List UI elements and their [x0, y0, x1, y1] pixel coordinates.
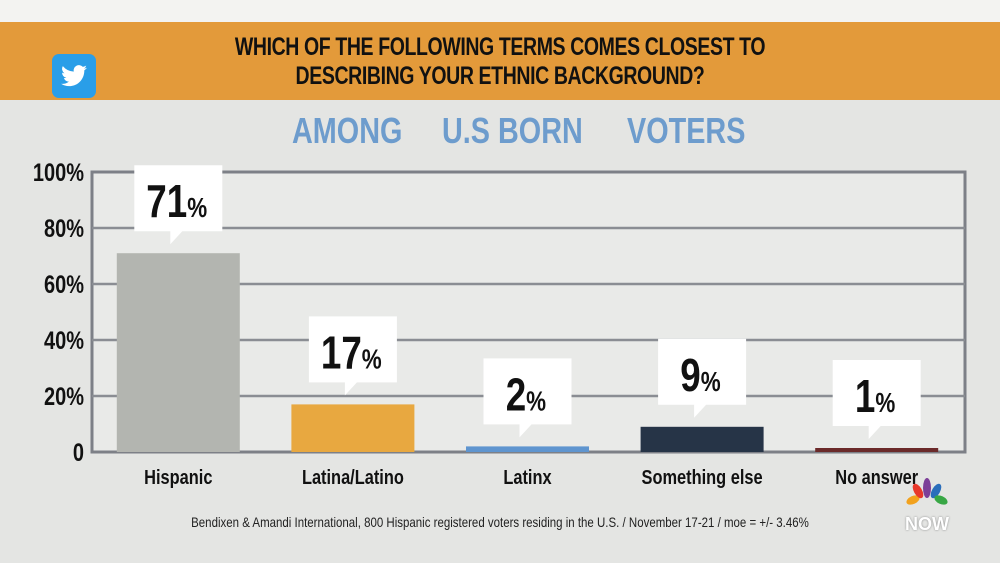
- data-label-callout: [134, 165, 223, 245]
- title-banner: [0, 22, 1000, 100]
- title-line-1: WHICH OF THE FOLLOWING TERMS COMES CLOSE…: [234, 33, 766, 61]
- y-tick-label: 80%: [44, 215, 84, 243]
- percent-sign: %: [875, 388, 895, 419]
- x-tick-label: Latinx: [503, 465, 552, 488]
- bar-hispanic: [116, 253, 240, 452]
- data-label-callout: [308, 316, 397, 396]
- data-label-callout: [483, 358, 572, 438]
- y-tick-label: 100%: [33, 159, 84, 187]
- y-tick-label: 60%: [44, 271, 84, 299]
- chart-title: WHICH OF THE FOLLOWING TERMS COMES CLOSE…: [110, 33, 890, 91]
- subtitle-word-3: VOTERS: [627, 110, 746, 151]
- data-label: 1%: [855, 370, 895, 422]
- subtitle-word-2: U.S BORN: [442, 110, 583, 151]
- bar-latina-latino: [291, 404, 415, 452]
- data-label: 2%: [506, 368, 546, 420]
- y-tick-label: 20%: [44, 383, 84, 411]
- title-line-2: DESCRIBING YOUR ETHNIC BACKGROUND?: [295, 62, 705, 90]
- top-strip: [0, 0, 1000, 22]
- data-label: 17%: [321, 326, 382, 378]
- y-tick-label: 40%: [44, 327, 84, 355]
- x-tick-label: Hispanic: [144, 465, 212, 488]
- subtitle-word-1: AMONG: [292, 110, 403, 151]
- data-label-callout: [832, 360, 921, 439]
- bar-latinx: [466, 446, 589, 452]
- data-label-callout: [658, 338, 747, 418]
- bar-something-else: [640, 426, 764, 452]
- bar-no-answer: [815, 448, 939, 452]
- percent-sign: %: [187, 193, 207, 224]
- percent-sign: %: [362, 344, 382, 375]
- nbc-peacock-logo: [906, 478, 948, 505]
- source-note: Bendixen & Amandi International, 800 His…: [191, 514, 809, 530]
- twitter-icon[interactable]: [52, 54, 96, 98]
- x-tick-label: No answer: [835, 465, 918, 488]
- data-label: 9%: [680, 349, 720, 401]
- percent-sign: %: [526, 386, 546, 417]
- x-tick-label: Something else: [642, 465, 763, 488]
- percent-sign: %: [701, 367, 721, 398]
- data-label: 71%: [146, 175, 207, 227]
- y-tick-label: 0: [73, 439, 84, 467]
- nbc-now-logo-text: NOW: [905, 514, 949, 534]
- x-tick-label: Latina/Latino: [302, 465, 404, 488]
